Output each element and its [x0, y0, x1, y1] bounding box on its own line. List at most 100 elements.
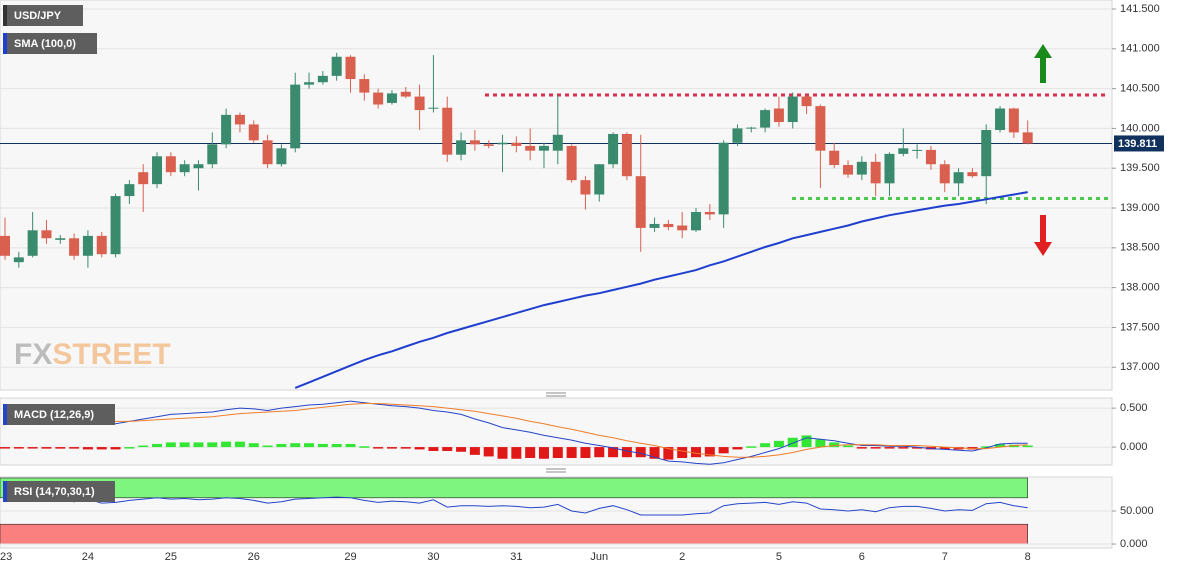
histogram-bar: [538, 447, 549, 459]
candle-body: [732, 128, 743, 143]
candle-body: [456, 140, 467, 155]
histogram-bar: [193, 442, 204, 448]
candle-body: [953, 172, 964, 184]
histogram-bar: [359, 446, 370, 448]
y-tick-label: 140.000: [1120, 122, 1160, 134]
histogram-bar: [317, 443, 328, 448]
candle-body: [248, 124, 259, 141]
histogram-bar: [691, 447, 701, 458]
candle-body: [815, 106, 826, 151]
histogram-bar: [580, 447, 591, 458]
candle-body: [704, 211, 715, 215]
histogram-bar: [511, 447, 522, 459]
y-tick-label: 137.000: [1120, 361, 1160, 373]
candle-body: [414, 96, 425, 111]
histogram-bar: [442, 447, 453, 451]
histogram-bar: [428, 447, 439, 451]
histogram-bar: [483, 447, 494, 457]
histogram-bar: [884, 447, 895, 449]
histogram-bar: [704, 447, 715, 457]
candle-body: [538, 145, 549, 151]
signal-line: [5, 403, 1028, 458]
histogram-bar: [124, 447, 135, 449]
histogram-bar: [469, 447, 480, 455]
histogram-bar: [497, 447, 508, 459]
candle-body: [760, 110, 771, 128]
sma-label[interactable]: SMA (100,0): [3, 33, 97, 54]
histogram-bar: [96, 447, 107, 450]
candle-body: [552, 134, 563, 151]
legend-entry: SMA (100,0): [14, 38, 76, 50]
candle-body: [262, 140, 273, 165]
histogram-bar: [82, 447, 93, 450]
candle-body: [179, 164, 190, 173]
histogram-bar: [165, 442, 176, 448]
histogram-bar: [345, 443, 356, 448]
histogram-bar: [13, 447, 24, 449]
candle-body: [276, 148, 287, 165]
y-tick-label: 138.500: [1120, 242, 1160, 254]
candle-body: [359, 79, 370, 93]
candle-body: [746, 127, 757, 129]
y-tick-label: 50.000: [1120, 505, 1154, 517]
macd-label[interactable]: MACD (12,26,9): [3, 404, 115, 425]
histogram-bar: [939, 447, 950, 450]
histogram-bar: [760, 443, 771, 448]
histogram-bar: [290, 443, 301, 448]
histogram-bar: [55, 447, 66, 449]
histogram-bar: [898, 447, 909, 449]
symbol-label[interactable]: USD/JPY: [3, 5, 83, 26]
candle-body: [221, 114, 232, 145]
y-tick-label: 137.500: [1120, 321, 1160, 333]
candle-body: [995, 108, 1006, 130]
histogram-bar: [234, 441, 245, 448]
y-tick-label: 139.500: [1120, 162, 1160, 174]
panel-handle[interactable]: [546, 468, 566, 473]
x-tick-label: 7: [942, 551, 948, 563]
candle-body: [138, 172, 149, 185]
histogram-bar: [594, 447, 605, 458]
histogram-bar: [663, 447, 674, 460]
x-tick-label: Jun: [590, 551, 608, 563]
candle-body: [304, 82, 315, 85]
x-tick-label: 25: [165, 551, 177, 563]
candle-body: [663, 223, 674, 228]
histogram-bar: [331, 443, 342, 448]
candle-body: [677, 225, 688, 231]
candle-body: [152, 156, 163, 185]
candle-body: [13, 257, 24, 263]
candle-body: [939, 164, 950, 184]
x-tick-label: 24: [82, 551, 94, 563]
histogram-bar: [400, 447, 411, 449]
x-tick-label: 30: [427, 551, 439, 563]
histogram-bar: [981, 446, 992, 448]
candle-body: [469, 140, 480, 145]
histogram-bar: [856, 447, 867, 449]
rsi-label[interactable]: RSI (14,70,30,1): [3, 481, 115, 502]
candle-body: [649, 223, 660, 228]
candle-body: [331, 56, 342, 76]
histogram-bar: [635, 447, 646, 458]
histogram-bar: [276, 443, 287, 448]
histogram-bar: [912, 447, 923, 449]
candle-body: [442, 107, 453, 155]
candle-body: [967, 172, 978, 177]
y-tick-label: 141.500: [1120, 3, 1160, 15]
panel-handle[interactable]: [546, 392, 566, 397]
histogram-bar: [829, 442, 840, 448]
candle-body: [1022, 132, 1033, 144]
candle-body: [234, 114, 245, 125]
rsi-title: RSI (14,70,30,1): [14, 486, 95, 498]
candle-body: [525, 145, 536, 151]
histogram-bar: [262, 445, 273, 448]
candle-body: [345, 56, 356, 80]
candle-body: [373, 92, 384, 105]
y-tick-label: 0.000: [1120, 441, 1148, 453]
y-tick-label: 139.000: [1120, 202, 1160, 214]
histogram-bar: [221, 441, 232, 448]
candle-body: [27, 230, 38, 256]
histogram-bar: [732, 447, 743, 450]
candle-body: [110, 196, 121, 255]
x-tick-label: 8: [1025, 551, 1031, 563]
histogram-bar: [608, 447, 619, 458]
